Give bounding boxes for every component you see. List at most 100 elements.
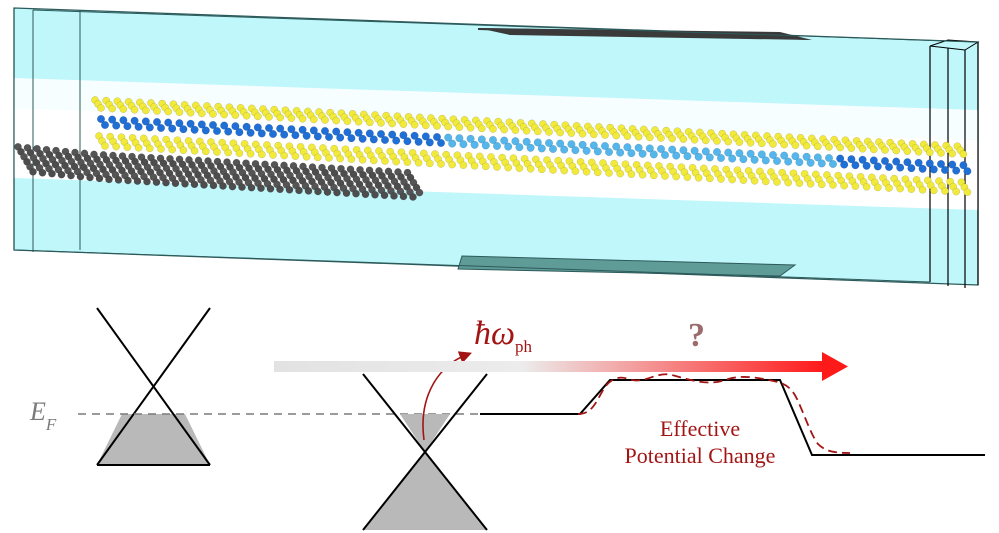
- chalcogen-atom: [365, 118, 374, 127]
- graphene-atom: [352, 189, 360, 198]
- metal-atom: [795, 158, 804, 167]
- chalcogen-atom: [683, 173, 692, 181]
- graphene-atom: [276, 185, 284, 194]
- chalcogen-atom: [802, 141, 811, 150]
- metal-atom: [369, 135, 378, 144]
- graphene-atom: [114, 176, 123, 184]
- graphene-atom: [209, 181, 218, 190]
- metal-atom: [683, 152, 692, 161]
- chalcogen-atom: [388, 119, 397, 128]
- metal-atom: [269, 129, 278, 138]
- metal-atom: [813, 153, 822, 162]
- chalcogen-atom: [168, 145, 176, 154]
- chalcogen-atom: [313, 153, 322, 162]
- metal-atom: [869, 156, 878, 165]
- chalcogen-atom: [298, 115, 307, 123]
- graphene-atom: [409, 193, 417, 201]
- chalcogen-atom: [257, 150, 266, 159]
- chalcogen-atom: [545, 128, 553, 136]
- graphene-atom: [238, 183, 246, 191]
- metal-atom: [156, 123, 165, 132]
- chalcogen-atom: [806, 179, 815, 188]
- chalcogen-atom: [224, 148, 232, 157]
- chalcogen-atom: [201, 147, 210, 156]
- chalcogen-atom: [213, 148, 221, 156]
- metal-atom: [769, 150, 778, 159]
- chalcogen-atom: [309, 115, 318, 124]
- chalcogen-atom: [101, 142, 109, 150]
- chalcogen-atom: [455, 123, 464, 131]
- chalcogen-atom: [119, 105, 128, 113]
- metal-atom: [526, 143, 535, 152]
- chalcogen-atom: [444, 122, 453, 131]
- graphene-atom: [171, 179, 180, 188]
- chalcogen-atom: [134, 143, 143, 152]
- metal-atom: [414, 137, 423, 146]
- metal-atom: [802, 152, 811, 161]
- metal-atom: [896, 163, 905, 172]
- effective-label-line2: Potential Change: [625, 443, 776, 468]
- graphene-atom: [29, 167, 37, 176]
- graphene-atom: [399, 192, 408, 201]
- metal-atom: [377, 129, 386, 138]
- metal-atom: [627, 149, 636, 158]
- chalcogen-atom: [466, 124, 475, 132]
- chalcogen-atom: [493, 163, 501, 171]
- chalcogen-atom: [265, 113, 273, 121]
- metal-atom: [825, 153, 834, 162]
- chalcogen-atom: [325, 154, 333, 162]
- metal-atom: [892, 157, 901, 166]
- chalcogen-atom: [269, 151, 277, 159]
- chalcogen-atom: [672, 172, 681, 181]
- chalcogen-atom: [392, 157, 401, 166]
- metal-atom: [593, 147, 602, 156]
- graphene-atom: [162, 178, 170, 187]
- chalcogen-atom: [851, 182, 860, 190]
- metal-atom: [123, 122, 132, 131]
- chalcogen-atom: [634, 132, 643, 141]
- chalcogen-atom: [336, 154, 345, 163]
- metal-atom: [918, 164, 927, 173]
- chalcogen-atom: [612, 131, 621, 140]
- metal-atom: [914, 158, 923, 167]
- metal-atom: [761, 156, 770, 165]
- chalcogen-atom: [627, 170, 636, 178]
- metal-atom: [522, 137, 531, 146]
- chalcogen-atom: [836, 143, 845, 152]
- graphene-atom: [342, 189, 351, 197]
- chalcogen-atom: [825, 143, 833, 151]
- metal-atom: [220, 121, 229, 130]
- metal-atom: [433, 132, 442, 141]
- chalcogen-atom: [302, 152, 311, 161]
- metal-atom: [780, 151, 789, 160]
- chalcogen-atom: [646, 133, 654, 142]
- graphene-atom: [67, 171, 75, 180]
- chalcogen-atom: [706, 174, 714, 183]
- metal-atom: [817, 159, 826, 168]
- chalcogen-atom: [179, 146, 188, 154]
- metal-atom: [739, 155, 748, 164]
- metal-atom: [291, 131, 300, 140]
- chalcogen-atom: [702, 136, 710, 145]
- graphene-atom: [304, 187, 313, 195]
- metal-atom: [556, 139, 565, 148]
- chalcogen-atom: [343, 117, 352, 125]
- gradient-arrow: [274, 352, 848, 381]
- metal-atom: [224, 127, 233, 136]
- metal-atom: [421, 132, 430, 141]
- metal-atom: [929, 165, 938, 174]
- metal-atom: [851, 161, 860, 170]
- chalcogen-atom: [594, 168, 602, 177]
- metal-atom: [108, 115, 117, 124]
- metal-atom: [705, 153, 714, 162]
- metal-atom: [175, 119, 184, 128]
- frame-top-edge: [32, 9, 979, 43]
- phonon-excitation-arrow: [422, 351, 472, 441]
- metal-atom: [645, 144, 654, 153]
- metal-atom: [948, 160, 957, 169]
- metal-atom: [963, 167, 972, 176]
- graphene-atom: [285, 185, 294, 194]
- chalcogen-atom: [926, 148, 934, 157]
- metal-atom: [728, 154, 737, 163]
- graphene-atom: [380, 191, 389, 200]
